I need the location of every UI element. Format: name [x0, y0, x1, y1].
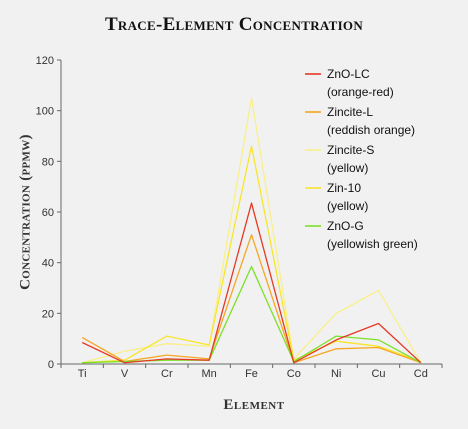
series-line-zno-lc	[81, 202, 422, 364]
series-line-zincite-l	[81, 234, 422, 364]
y-tick-label: 80	[42, 156, 54, 168]
legend-label-zincite-l: Zincite-L	[327, 105, 373, 119]
x-tick-label: Ti	[78, 368, 87, 380]
legend-label-zin-10: Zin-10	[327, 181, 361, 195]
legend-sublabel-zno-g: (yellowish green)	[327, 237, 418, 251]
x-tick-label: Cr	[161, 368, 173, 380]
x-tick-label: Ni	[331, 368, 341, 380]
x-tick-label: Mn	[202, 368, 217, 380]
x-tick-label: Fe	[245, 368, 258, 380]
chart-title: Trace-Element Concentration	[104, 14, 364, 35]
x-axis-label: Element	[223, 397, 285, 413]
x-tick-label: V	[121, 368, 129, 380]
x-tick-label: Cd	[414, 368, 428, 380]
legend-label-zno-g: ZnO-G	[327, 219, 364, 233]
legend-sublabel-zincite-s: (yellow)	[327, 161, 368, 175]
series-line-zincite-s	[82, 97, 422, 364]
legend-sublabel-zno-lc: (orange-red)	[327, 85, 394, 99]
chart-series-group	[81, 97, 422, 364]
y-tick-label: 60	[42, 207, 54, 219]
chart-legend: ZnO-LC (orange-red) Zincite-L (reddish oran…	[305, 67, 418, 251]
y-tick-label: 20	[42, 308, 54, 320]
y-tick-label: 120	[36, 55, 54, 67]
x-tick-label: Co	[287, 368, 301, 380]
series-line-zin-10	[82, 145, 422, 364]
legend-sublabel-zincite-l: (reddish orange)	[327, 123, 415, 137]
y-tick-label: 40	[42, 258, 54, 270]
chart-axes: 0 20 40 60 80 100 120 Ti V Cr Mn Fe Co Ni Cu Cd	[36, 55, 443, 380]
x-tick-label: Cu	[371, 368, 385, 380]
legend-label-zincite-s: Zincite-S	[327, 143, 374, 157]
y-tick-label: 100	[36, 106, 54, 118]
legend-label-zno-lc: ZnO-LC	[327, 67, 370, 81]
legend-sublabel-zin-10: (yellow)	[327, 199, 368, 213]
y-tick-label: 0	[48, 359, 54, 371]
